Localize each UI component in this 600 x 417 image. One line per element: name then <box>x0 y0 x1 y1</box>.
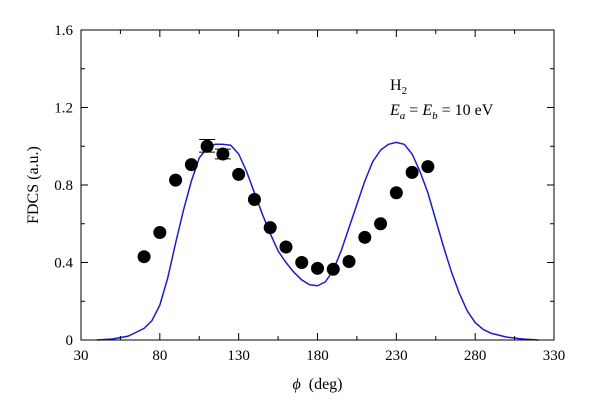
molecule-annotation: H2 <box>390 77 407 97</box>
data-point <box>263 221 277 235</box>
y-axis-ticks: 0 0.4 0.8 1.2 1.6 <box>54 23 554 349</box>
x-tick-label: 180 <box>306 348 329 364</box>
plot-frame <box>80 29 555 341</box>
y-tick-label: 0 <box>66 333 74 349</box>
x-axis-unit: (deg) <box>309 376 343 393</box>
data-point <box>247 193 261 207</box>
data-point <box>358 230 372 244</box>
x-tick-label: 330 <box>543 348 566 364</box>
data-point <box>169 173 183 187</box>
y-axis-label: FDCS (a.u.) <box>25 146 42 224</box>
energy-sub-a: a <box>400 110 406 122</box>
theory-curve-layer <box>96 141 539 341</box>
x-tick-label: 30 <box>74 348 89 364</box>
energy-sub-b: b <box>432 110 438 122</box>
data-point <box>232 167 246 181</box>
molecule-symbol: H <box>390 77 402 94</box>
error-bars-layer <box>199 138 231 160</box>
data-point <box>421 160 435 174</box>
x-axis-symbol: ϕ <box>292 376 300 393</box>
data-point <box>137 250 151 264</box>
data-point <box>295 256 309 269</box>
x-tick-label: 230 <box>385 348 408 364</box>
data-point <box>374 217 388 231</box>
data-point <box>389 186 403 200</box>
y-tick-label: 0.8 <box>54 178 73 194</box>
data-point <box>326 262 340 276</box>
data-point <box>153 225 167 239</box>
data-point <box>279 240 293 254</box>
data-point <box>405 165 419 179</box>
data-points-layer <box>137 139 435 276</box>
x-axis-ticks: 30 80 130 180 230 280 330 <box>74 30 566 364</box>
data-point <box>184 158 198 172</box>
x-axis-label: ϕ (deg) <box>292 376 342 393</box>
x-tick-label: 280 <box>464 348 487 364</box>
x-tick-label: 80 <box>152 348 167 364</box>
energy-eq-2: = 10 eV <box>438 102 494 119</box>
molecule-subscript: 2 <box>402 85 408 97</box>
energy-annotation: Ea = Eb = 10 eV <box>389 102 494 122</box>
energy-eq-1: = <box>405 102 422 119</box>
y-tick-label: 1.6 <box>54 23 73 39</box>
data-point <box>342 255 356 269</box>
energy-e-b: E <box>421 102 432 119</box>
y-tick-label: 1.2 <box>54 101 73 117</box>
x-tick-label: 130 <box>227 348 250 364</box>
energy-e-a: E <box>389 102 400 119</box>
theory-curve-line <box>96 141 539 341</box>
y-tick-label: 0.4 <box>54 256 73 272</box>
data-point <box>311 261 324 275</box>
